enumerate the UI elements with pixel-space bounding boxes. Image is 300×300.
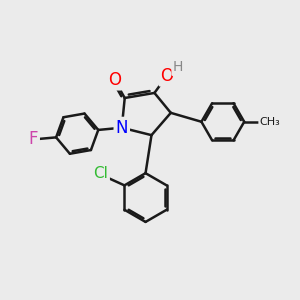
Text: F: F [28, 130, 38, 148]
Text: O: O [108, 70, 121, 88]
Text: H: H [173, 60, 183, 74]
Text: O: O [160, 67, 173, 85]
Text: Cl: Cl [93, 166, 108, 181]
Text: CH₃: CH₃ [260, 117, 280, 127]
Text: N: N [116, 119, 128, 137]
